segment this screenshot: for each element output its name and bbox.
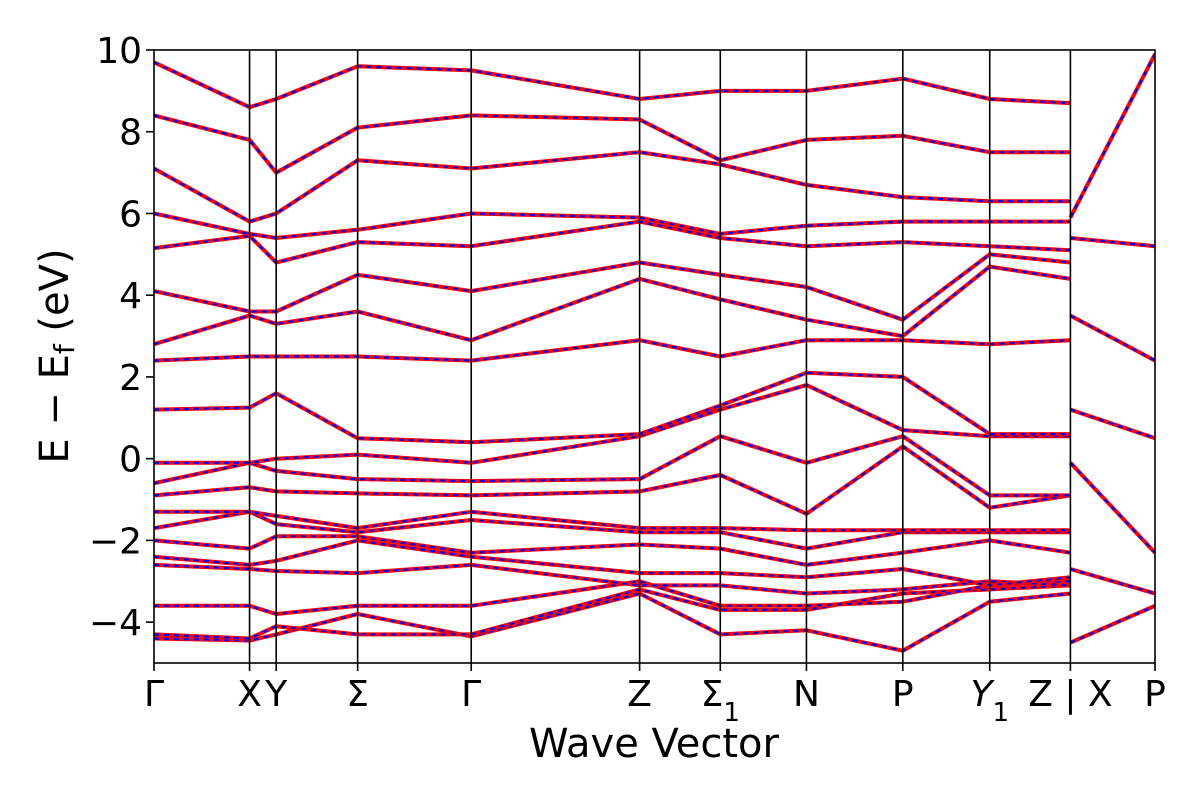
y-tick-label: −2: [89, 521, 142, 562]
x-tick-label: Y1: [970, 674, 1009, 728]
y-axis-ticks: 10 8 6 4 2 0 −2 −4: [89, 31, 154, 644]
band-line-15: [154, 219, 1071, 265]
y-axis-label-subscript: f: [48, 343, 81, 354]
band-overlay-3: [154, 563, 1071, 595]
band-overlay-25: [1070, 236, 1155, 248]
y-tick-label: 10: [96, 31, 142, 72]
band-overlay-5: [154, 535, 1071, 567]
band-overlay-19: [154, 61, 1071, 109]
band-line-12: [154, 338, 1071, 363]
y-axis-label-unit: (eV): [32, 248, 78, 344]
y-tick-label: 6: [119, 194, 142, 235]
band-overlay-23: [1070, 408, 1155, 440]
band-overlay-0: [154, 592, 1071, 652]
y-tick-label: 4: [119, 276, 142, 317]
band-line-18: [154, 113, 1071, 175]
band-overlay-7: [154, 510, 1071, 532]
band-overlay-13: [154, 265, 1071, 346]
x-tick-label: X: [237, 674, 262, 715]
band-overlay-8: [154, 445, 1071, 516]
band-line-5: [154, 534, 1071, 567]
x-tick-label: Γ: [144, 674, 164, 715]
y-axis-label-main: E − E: [32, 354, 78, 464]
band-overlay-16: [154, 212, 1071, 240]
x-axis-ticks: Γ X Y Σ Γ Z Σ1 N P Y1 Z | X P: [144, 663, 1166, 728]
band-overlay-26: [1069, 53, 1155, 219]
x-tick-label: Y: [264, 674, 288, 715]
y-tick-label: −4: [89, 603, 142, 644]
band-overlay-21: [1070, 567, 1155, 595]
x-axis-label: Wave Vector: [529, 721, 780, 767]
x-tick-label: P: [892, 674, 914, 715]
x-tick-label: Γ: [461, 674, 481, 715]
band-overlay-2: [154, 580, 1071, 616]
plot-frame: [153, 49, 1156, 664]
band-overlay-18: [154, 114, 1071, 175]
band-line-24: [1069, 313, 1155, 363]
x-tick-label: Σ1: [701, 674, 740, 728]
band-overlay-12: [154, 339, 1071, 362]
bands-layer: [154, 53, 1155, 653]
x-tick-label: Z: [627, 674, 652, 715]
band-line-20: [1069, 603, 1155, 645]
x-tick-label: P: [1144, 674, 1166, 715]
y-tick-label: 0: [119, 440, 142, 481]
kpoint-lines: [248, 50, 1072, 663]
band-overlay-22: [1069, 462, 1155, 554]
band-overlay-10: [154, 383, 1071, 464]
x-tick-label: N: [793, 674, 820, 715]
x-tick-label: Σ: [346, 674, 369, 715]
y-tick-label: 2: [119, 358, 142, 399]
y-tick-label: 8: [119, 113, 142, 154]
band-line-0: [154, 591, 1071, 653]
band-overlay-17: [154, 151, 1071, 223]
x-tick-label: Z | X: [1028, 674, 1112, 715]
y-axis-label: E − Ef (eV): [32, 248, 81, 463]
